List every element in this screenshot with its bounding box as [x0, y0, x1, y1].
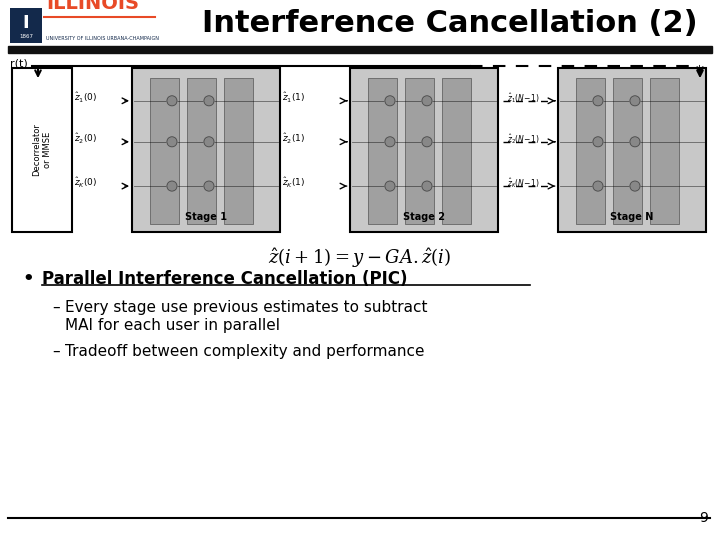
Bar — [350, 68, 498, 232]
Bar — [442, 78, 472, 224]
Text: Decorrelator
or MMSE: Decorrelator or MMSE — [32, 124, 52, 177]
Text: Stage 2: Stage 2 — [403, 212, 445, 222]
Text: $\hat{z}_2(0)$: $\hat{z}_2(0)$ — [74, 132, 97, 146]
Text: $\hat{z}_1(N\!-\!1)$: $\hat{z}_1(N\!-\!1)$ — [507, 91, 539, 105]
Text: Every stage use previous estimates to subtract: Every stage use previous estimates to su… — [65, 300, 428, 315]
Text: $\hat{z}_1(0)$: $\hat{z}_1(0)$ — [74, 91, 97, 105]
Circle shape — [167, 137, 177, 147]
Bar — [405, 78, 434, 224]
Circle shape — [385, 181, 395, 191]
Text: Interference Cancellation (2): Interference Cancellation (2) — [202, 10, 698, 38]
Circle shape — [422, 96, 432, 106]
Circle shape — [630, 137, 640, 147]
Text: Stage 1: Stage 1 — [185, 212, 227, 222]
Circle shape — [422, 137, 432, 147]
Text: $\hat{z}_2(N\!-\!1)$: $\hat{z}_2(N\!-\!1)$ — [507, 132, 539, 146]
Text: $\hat{z}_1(1)$: $\hat{z}_1(1)$ — [282, 91, 305, 105]
Circle shape — [422, 181, 432, 191]
Bar — [10, 8, 42, 43]
Text: 9: 9 — [699, 511, 708, 525]
Text: –: – — [52, 300, 60, 315]
Text: Stage N: Stage N — [611, 212, 654, 222]
Bar — [224, 78, 253, 224]
Circle shape — [385, 137, 395, 147]
Circle shape — [167, 96, 177, 106]
Bar — [649, 78, 680, 224]
Circle shape — [204, 137, 214, 147]
Text: ILLINOIS: ILLINOIS — [46, 0, 139, 13]
Text: 1867: 1867 — [19, 35, 33, 39]
Text: $\hat{z}_K(N\!-\!1)$: $\hat{z}_K(N\!-\!1)$ — [507, 176, 539, 190]
Circle shape — [167, 181, 177, 191]
Text: $\hat{z}_K(1)$: $\hat{z}_K(1)$ — [282, 176, 305, 190]
Circle shape — [593, 137, 603, 147]
Text: MAI for each user in parallel: MAI for each user in parallel — [65, 318, 280, 333]
Bar — [186, 78, 216, 224]
Text: r(t): r(t) — [10, 58, 28, 68]
Circle shape — [630, 96, 640, 106]
Text: $\hat{z}(i+1) = y - GA.\hat{z}(i)$: $\hat{z}(i+1) = y - GA.\hat{z}(i)$ — [269, 246, 451, 270]
Circle shape — [385, 96, 395, 106]
Bar — [150, 78, 179, 224]
Text: •: • — [22, 270, 34, 288]
Text: I: I — [23, 14, 30, 32]
Text: –: – — [52, 344, 60, 359]
Text: $\hat{z}_K(0)$: $\hat{z}_K(0)$ — [74, 176, 97, 190]
Bar — [368, 78, 397, 224]
Text: Parallel Interference Cancellation (PIC): Parallel Interference Cancellation (PIC) — [42, 270, 408, 288]
Bar — [8, 46, 712, 53]
Bar — [613, 78, 642, 224]
Bar — [576, 78, 606, 224]
Text: UNIVERSITY OF ILLINOIS URBANA-CHAMPAIGN: UNIVERSITY OF ILLINOIS URBANA-CHAMPAIGN — [46, 36, 159, 40]
Circle shape — [630, 181, 640, 191]
Circle shape — [593, 96, 603, 106]
Bar — [132, 68, 280, 232]
Bar — [558, 68, 706, 232]
Text: $\hat{z}_2(1)$: $\hat{z}_2(1)$ — [282, 132, 305, 146]
Circle shape — [593, 181, 603, 191]
Text: Tradeoff between complexity and performance: Tradeoff between complexity and performa… — [65, 344, 425, 359]
Circle shape — [204, 96, 214, 106]
Circle shape — [204, 181, 214, 191]
Bar — [12, 68, 72, 232]
